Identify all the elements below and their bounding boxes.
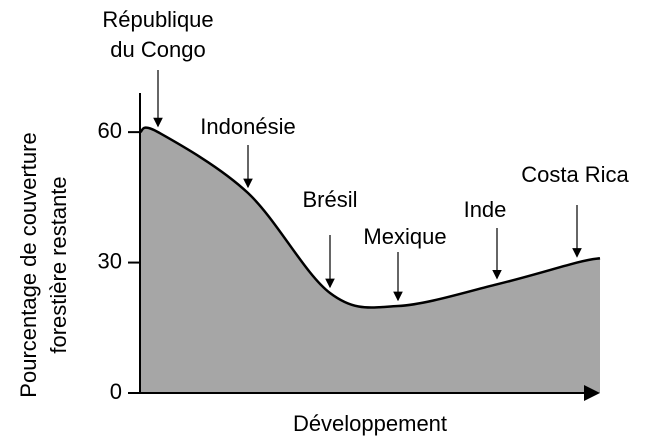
y-tick-label: 30 xyxy=(98,248,122,273)
area xyxy=(140,127,600,393)
x-axis-label: Développement xyxy=(293,411,447,436)
y-tick-label: 0 xyxy=(110,379,122,404)
annotation-label: Brésil xyxy=(302,187,358,212)
annotation-label: Inde xyxy=(463,197,507,222)
annotation-label: Indonésie xyxy=(200,114,296,139)
line xyxy=(139,126,601,309)
annotation-label: République du Congo xyxy=(102,7,214,62)
y-axis-label: Pourcentage de couverture xyxy=(16,132,41,397)
y-axis-label: forestière restante xyxy=(46,176,71,353)
annotation-label: Costa Rica xyxy=(521,162,629,187)
y-tick-label: 60 xyxy=(98,118,122,143)
annotation-label: Mexique xyxy=(363,224,447,249)
